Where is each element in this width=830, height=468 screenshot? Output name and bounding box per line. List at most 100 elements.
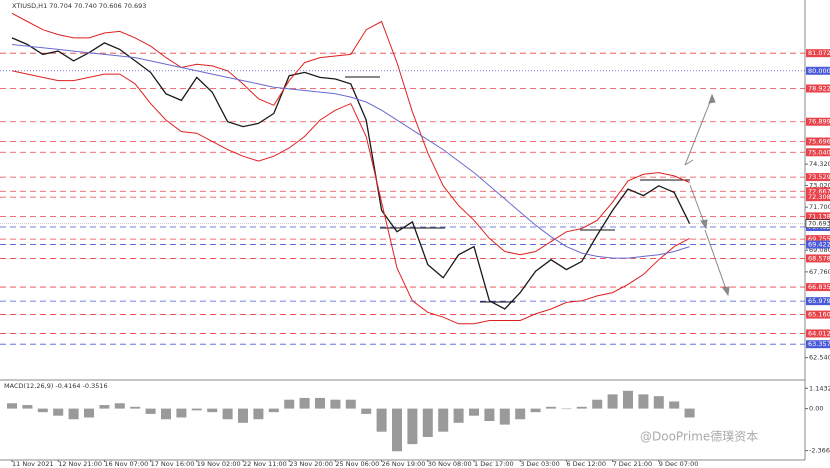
macd-bar — [546, 406, 556, 409]
macd-bar — [392, 408, 402, 452]
y-tick-label: 74.320 — [809, 160, 830, 168]
y-tick-label: 62.540 — [809, 354, 830, 362]
macd-tick-label: 1.1432 — [809, 384, 830, 392]
price-series — [11, 37, 691, 310]
level-box — [806, 49, 830, 58]
macd-bar — [607, 394, 618, 409]
level-box — [806, 297, 830, 306]
macd-bar — [37, 408, 48, 413]
level-label: 72.308 — [808, 193, 830, 201]
level-box — [806, 329, 830, 338]
macd-bar — [576, 406, 587, 409]
level-label: 65.979 — [808, 297, 830, 305]
macd-bar — [207, 408, 218, 413]
macd-bar — [99, 405, 110, 409]
x-tick-label: 3 Dec 03:00 — [520, 460, 560, 468]
macd-bar — [68, 408, 79, 420]
macd-bar — [453, 408, 464, 423]
macd-bar — [161, 408, 171, 420]
chart-header: XTIUSD,H1 70.704 70.740 70.606 70.693 — [12, 2, 146, 10]
level-label: 68.578 — [808, 254, 830, 262]
x-tick-label: 30 Nov 08:00 — [428, 460, 472, 468]
level-box — [806, 148, 830, 157]
x-tick-label: 19 Nov 02:00 — [197, 460, 241, 468]
x-tick-label: 9 Dec 07:00 — [659, 460, 699, 468]
watermark: @DooPrime德璞资本 — [640, 429, 758, 444]
y-tick-label: 69.080 — [809, 246, 830, 254]
x-tick-label: 6 Dec 12:00 — [566, 460, 606, 468]
projection-arrows — [684, 93, 730, 297]
level-label: 75.696 — [808, 137, 830, 145]
macd-bar — [592, 399, 603, 409]
x-tick-label: 11 Nov 2021 — [12, 460, 54, 468]
x-tick-label: 22 Nov 11:00 — [243, 460, 287, 468]
macd-bar — [407, 408, 418, 445]
level-box — [806, 173, 830, 182]
price-series — [11, 44, 690, 259]
macd-bar — [284, 399, 295, 409]
level-box — [806, 212, 830, 221]
macd-bar — [623, 390, 633, 409]
level-label: 66.835 — [808, 283, 830, 291]
level-label: 80.000 — [808, 67, 830, 75]
macd-bar — [361, 408, 372, 414]
level-box — [806, 137, 830, 146]
macd-bar — [222, 408, 233, 420]
y-tick-label: 67.760 — [809, 268, 830, 276]
macd-bar — [684, 408, 695, 418]
macd-bar — [515, 408, 526, 420]
level-box — [806, 117, 830, 126]
level-label: 65.160 — [808, 311, 830, 319]
level-label: 73.529 — [808, 173, 830, 181]
level-label: 69.755 — [808, 235, 830, 243]
macd-bar — [191, 408, 202, 411]
x-tick-label: 17 Nov 16:00 — [151, 460, 195, 468]
macd-bar — [238, 408, 248, 423]
level-label: 81.072 — [808, 49, 830, 57]
macd-bar — [315, 397, 325, 409]
level-box — [806, 310, 830, 319]
x-tick-label: 23 Nov 20:00 — [289, 460, 333, 468]
level-box — [806, 193, 830, 202]
level-box — [806, 66, 830, 75]
level-label: 64.012 — [808, 329, 830, 337]
macd-bar — [530, 408, 541, 413]
last-price-box — [805, 219, 830, 228]
level-label: 72.667 — [808, 187, 830, 195]
macd-bar — [330, 399, 341, 409]
macd-bar — [176, 408, 187, 418]
macd-label: MACD(12,26,9) -0.4164 -0.3516 — [4, 382, 108, 390]
price-series — [11, 70, 690, 325]
level-label: 63.357 — [808, 340, 830, 348]
y-tick-label: 73.020 — [809, 181, 830, 189]
level-box — [806, 84, 830, 93]
macd-bar — [299, 397, 310, 409]
macd-bar — [499, 408, 510, 425]
x-tick-label: 12 Nov 21:00 — [58, 460, 102, 468]
x-tick-label: 25 Nov 06:00 — [335, 460, 379, 468]
level-box — [806, 240, 830, 249]
level-box — [806, 235, 830, 244]
y-tick-label: 71.700 — [809, 203, 830, 211]
macd-bar — [7, 403, 17, 409]
level-label: 75.040 — [808, 148, 830, 156]
macd-bar — [145, 408, 156, 414]
macd-bar — [114, 403, 125, 409]
level-box — [806, 187, 830, 196]
macd-bar — [253, 408, 264, 420]
macd-bar — [22, 405, 33, 409]
macd-bar — [268, 408, 279, 413]
level-label: 69.422 — [808, 241, 830, 249]
macd-bar — [438, 408, 449, 432]
last-price-label: 70.693 — [808, 220, 830, 228]
pivot-segments — [345, 76, 690, 303]
macd-bar — [130, 406, 141, 409]
macd-bar — [653, 396, 664, 409]
macd-bar — [53, 408, 64, 416]
x-tick-label: 7 Dec 21:00 — [613, 460, 653, 468]
level-label: 78.922 — [808, 84, 830, 92]
macd-bar — [345, 399, 356, 409]
macd-bar — [561, 408, 572, 410]
